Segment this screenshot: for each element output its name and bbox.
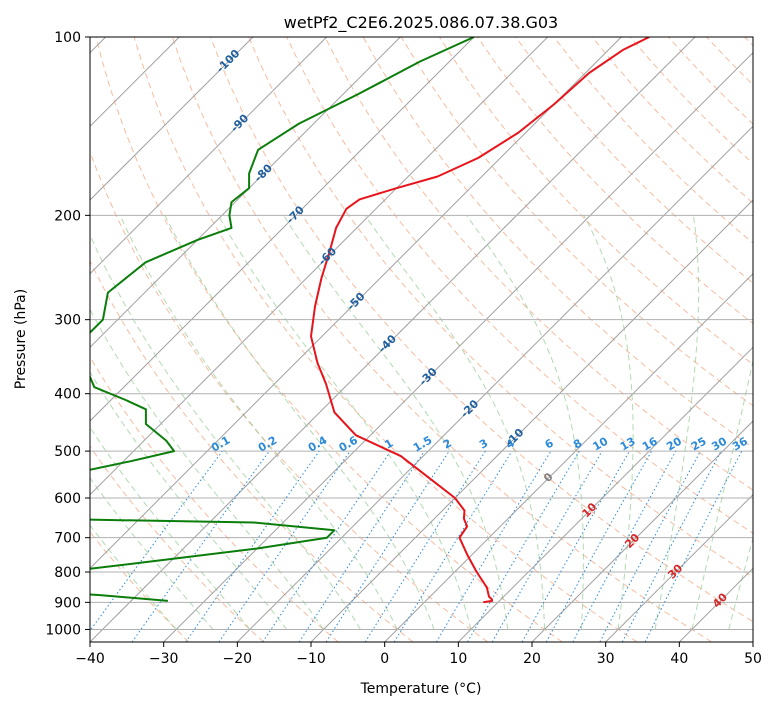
- dry-adiabat-line: [515, 37, 753, 284]
- dewpoint-profile-line: [90, 37, 475, 602]
- y-tick-label: 400: [54, 387, 81, 403]
- dry-adiabat-line: [95, 37, 563, 642]
- isotherm-line: [384, 272, 753, 642]
- y-tick-label: 200: [54, 208, 81, 224]
- temperature-profile-line: [310, 37, 650, 604]
- dry-adiabat-line: [133, 37, 638, 642]
- isotherm-line: [236, 125, 753, 642]
- mixing-ratio-line: [218, 450, 351, 642]
- dry-adiabat-line: [248, 37, 753, 578]
- isotherm-line: [752, 641, 753, 642]
- y-tick-label: 300: [54, 313, 81, 329]
- plot-frame: [89, 36, 754, 643]
- x-tick-label: 20: [523, 651, 541, 667]
- y-axis-label: Pressure (hPa): [13, 289, 29, 389]
- dry-adiabat-line: [286, 37, 753, 534]
- mixing-ratio-line: [262, 450, 392, 642]
- mixing-ratio-line: [521, 450, 630, 642]
- chart-title: wetPf2_C2E6.2025.086.07.38.G03: [284, 13, 558, 33]
- x-tick-label: 50: [744, 651, 762, 667]
- dry-adiabat-line: [90, 445, 264, 642]
- isotherm-line: [90, 37, 475, 422]
- y-tick-label: 1000: [45, 622, 81, 638]
- y-tick-label: 600: [54, 491, 81, 507]
- dry-adiabat-line: [210, 37, 753, 623]
- isotherm-line: [90, 37, 549, 496]
- isotherm-line: [457, 346, 753, 642]
- isotherm-line: [90, 37, 328, 275]
- mixing-ratio-line: [185, 450, 320, 642]
- mixing-ratio-line: [545, 450, 653, 642]
- dry-adiabat-line: [90, 259, 414, 642]
- series-layer: [90, 37, 650, 604]
- y-tick-label: 500: [54, 444, 81, 460]
- moist-adiabat-line: [119, 215, 398, 630]
- x-tick-label: 30: [597, 651, 615, 667]
- y-tick-label: 900: [54, 595, 81, 611]
- x-tick-label: −40: [75, 651, 105, 667]
- isotherm-line: [310, 199, 753, 642]
- moist-adiabat-line: [90, 308, 325, 630]
- dry-adiabat-line: [90, 356, 339, 642]
- isotherm-line: [531, 420, 753, 642]
- x-tick-label: 40: [670, 651, 688, 667]
- x-tick-label: −30: [149, 651, 179, 667]
- grid-layer: [90, 37, 753, 642]
- isotherm-line: [90, 37, 401, 349]
- isotherm-line: [90, 37, 622, 570]
- y-tick-label: 100: [54, 30, 81, 46]
- x-tick-label: −20: [223, 651, 253, 667]
- x-axis-label: Temperature (°C): [360, 681, 482, 697]
- moist-adiabat-line: [283, 215, 509, 630]
- mixing-ratio-line: [644, 450, 743, 642]
- y-tick-label: 700: [54, 531, 81, 547]
- dry-adiabat-line: [324, 37, 753, 491]
- isotherm-line: [605, 493, 753, 642]
- x-tick-label: 10: [449, 651, 467, 667]
- mixing-ratio-line: [325, 450, 450, 642]
- mixing-ratio-line: [298, 450, 425, 642]
- mixing-ratio-line: [131, 450, 270, 642]
- y-tick-label: 800: [54, 565, 81, 581]
- isotherm-line: [90, 37, 254, 201]
- isotherm-line: [163, 51, 753, 642]
- x-tick-label: −10: [296, 651, 326, 667]
- mixing-ratio-line: [393, 450, 513, 642]
- mixing-ratio-line: [572, 450, 677, 642]
- axis-layer: −40 −30 −20 −10 0 10 20 30 40 50 100 200 300 400 500 60…: [45, 30, 762, 667]
- isotherm-line: [90, 37, 696, 642]
- x-tick-label: 0: [380, 651, 389, 667]
- dry-adiabat-line: [171, 37, 712, 642]
- plot-background: [90, 37, 753, 642]
